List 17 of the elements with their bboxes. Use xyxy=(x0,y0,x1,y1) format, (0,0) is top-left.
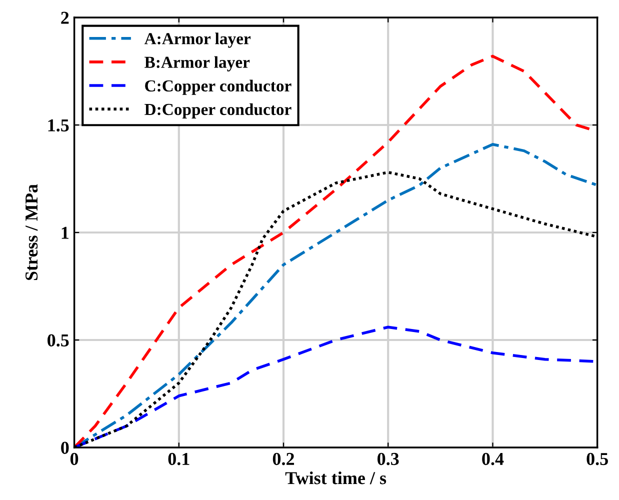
y-tick-label: 2 xyxy=(61,12,69,24)
y-tick-label: 0.5 xyxy=(48,334,69,347)
legend-label: B:Armor layer xyxy=(144,56,250,72)
x-tick-label: 0.5 xyxy=(586,452,608,466)
x-tick-label: 0.2 xyxy=(272,452,294,466)
y-axis-title: Stress / MPa xyxy=(25,184,38,280)
x-tick-label: 0 xyxy=(70,452,78,466)
y-tick-label: 1.5 xyxy=(48,119,69,132)
y-tick-label: 1 xyxy=(62,226,68,239)
x-tick-label: 0.4 xyxy=(482,452,504,466)
legend-label: D:Copper conductor xyxy=(144,103,292,118)
legend-label: C:Copper conductor xyxy=(145,80,292,95)
y-tick-label: 0 xyxy=(61,442,69,454)
legend-label: A:Armor layer xyxy=(144,32,251,48)
x-tick-label: 0.3 xyxy=(378,452,399,466)
x-axis-title: Twist time / s xyxy=(285,472,386,484)
x-tick-label: 0.1 xyxy=(168,452,190,466)
